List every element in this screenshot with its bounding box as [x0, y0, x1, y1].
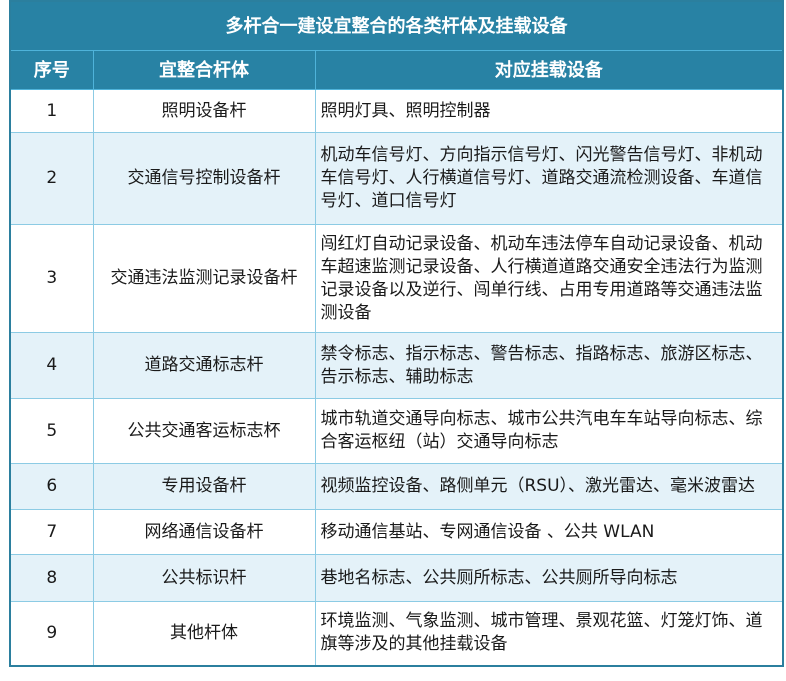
row-pole: 交通信号控制设备杆 — [92, 132, 316, 225]
row-pole: 公共交通客运标志杯 — [92, 398, 316, 464]
table-row: 8 公共标识杆 巷地名标志、公共厕所标志、公共厕所导向标志 — [9, 554, 784, 602]
row-pole: 公共标识杆 — [92, 554, 316, 602]
table-row: 1 照明设备杆 照明灯具、照明控制器 — [9, 89, 784, 133]
table-row: 4 道路交通标志杆 禁令标志、指示标志、警告标志、指路标志、旅游区标志、告示标志、辅… — [9, 332, 784, 399]
row-no: 3 — [9, 224, 94, 333]
row-pole: 网络通信设备杆 — [92, 509, 316, 555]
row-no: 9 — [9, 601, 94, 666]
row-equipment: 巷地名标志、公共厕所标志、公共厕所导向标志 — [314, 554, 784, 602]
row-equipment: 移动通信基站、专网通信设备 、公共 WLAN — [314, 509, 784, 555]
row-no: 6 — [9, 463, 94, 510]
header-equipment: 对应挂载设备 — [314, 50, 784, 90]
pole-equipment-table: 多杆合一建设宜整合的各类杆体及挂载设备 序号 宜整合杆体 对应挂载设备 1 照明设… — [9, 0, 785, 667]
table-title: 多杆合一建设宜整合的各类杆体及挂载设备 — [9, 0, 784, 51]
table-row: 5 公共交通客运标志杯 城市轨道交通导向标志、城市公共汽电车车站导向标志、综合客运枢… — [9, 398, 784, 464]
row-no: 8 — [9, 554, 94, 602]
header-pole: 宜整合杆体 — [92, 50, 316, 90]
row-equipment: 视频监控设备、路侧单元（RSU）、激光雷达、毫米波雷达 — [314, 463, 784, 510]
row-no: 7 — [9, 509, 94, 555]
row-pole: 照明设备杆 — [92, 89, 316, 133]
table-row: 7 网络通信设备杆 移动通信基站、专网通信设备 、公共 WLAN — [9, 509, 784, 555]
row-pole: 道路交通标志杆 — [92, 332, 316, 399]
table-row: 6 专用设备杆 视频监控设备、路侧单元（RSU）、激光雷达、毫米波雷达 — [9, 463, 784, 510]
row-no: 2 — [9, 132, 94, 225]
header-no: 序号 — [9, 50, 94, 90]
row-pole: 其他杆体 — [92, 601, 316, 666]
row-pole: 交通违法监测记录设备杆 — [92, 224, 316, 333]
row-equipment: 照明灯具、照明控制器 — [314, 89, 784, 133]
row-equipment: 机动车信号灯、方向指示信号灯、闪光警告信号灯、非机动车信号灯、人行横道信号灯、道… — [314, 132, 784, 225]
row-equipment: 闯红灯自动记录设备、机动车违法停车自动记录设备、机动车超速监测记录设备、人行横道… — [314, 224, 784, 333]
table-row: 2 交通信号控制设备杆 机动车信号灯、方向指示信号灯、闪光警告信号灯、非机动车信号灯… — [9, 132, 784, 225]
row-equipment: 禁令标志、指示标志、警告标志、指路标志、旅游区标志、告示标志、辅助标志 — [314, 332, 784, 399]
row-equipment: 城市轨道交通导向标志、城市公共汽电车车站导向标志、综合客运枢纽（站）交通导向标志 — [314, 398, 784, 464]
table-row: 9 其他杆体 环境监测、气象监测、城市管理、景观花篮、灯笼灯饰、道旗等涉及的其他挂载… — [9, 601, 784, 666]
table-row: 3 交通违法监测记录设备杆 闯红灯自动记录设备、机动车违法停车自动记录设备、机动车超… — [9, 224, 784, 333]
row-no: 5 — [9, 398, 94, 464]
row-no: 4 — [9, 332, 94, 399]
row-equipment: 环境监测、气象监测、城市管理、景观花篮、灯笼灯饰、道旗等涉及的其他挂载设备 — [314, 601, 784, 666]
row-no: 1 — [9, 89, 94, 133]
row-pole: 专用设备杆 — [92, 463, 316, 510]
